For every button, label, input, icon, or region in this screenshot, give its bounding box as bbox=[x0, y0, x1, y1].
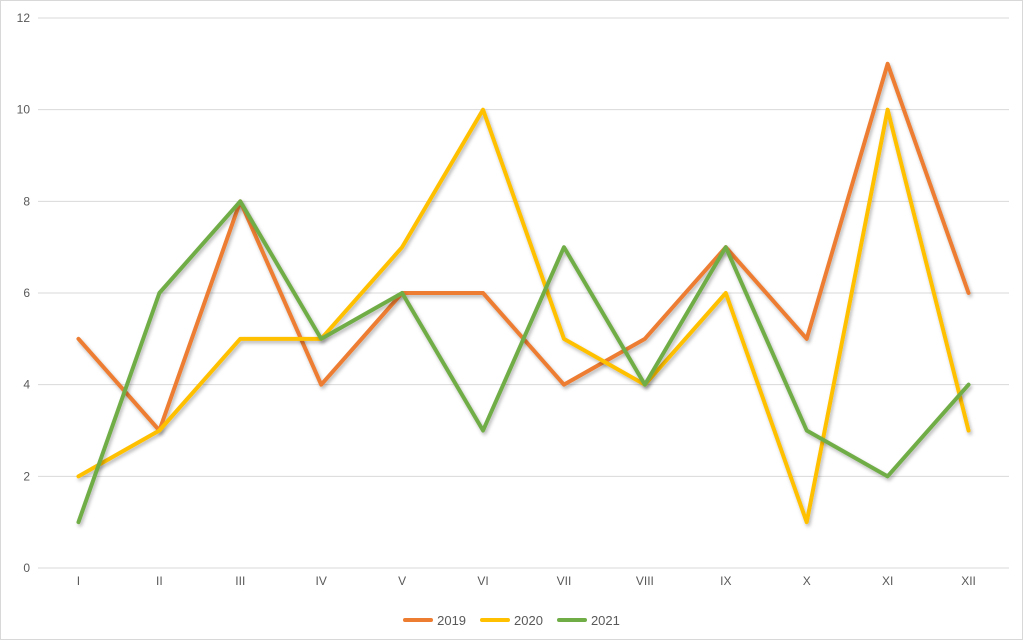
y-tick-label: 0 bbox=[23, 561, 30, 575]
x-tick-label: V bbox=[398, 574, 406, 588]
y-tick-label: 8 bbox=[23, 194, 30, 208]
legend-label: 2020 bbox=[514, 612, 543, 628]
series-lines bbox=[76, 61, 971, 525]
x-tick-label: VIII bbox=[636, 574, 654, 588]
legend-item-2020: 2020 bbox=[480, 613, 543, 628]
series-line-2021 bbox=[76, 199, 971, 525]
y-tick-label: 6 bbox=[23, 286, 30, 300]
x-tick-label: III bbox=[235, 574, 245, 588]
x-tick-label: IV bbox=[316, 574, 327, 588]
x-tick-label: I bbox=[77, 574, 80, 588]
x-tick-label: IX bbox=[720, 574, 731, 588]
legend-item-2021: 2021 bbox=[556, 612, 620, 628]
legend-label: 2021 bbox=[590, 612, 620, 628]
legend-swatch-icon bbox=[556, 618, 587, 622]
x-tick-label: X bbox=[803, 574, 811, 588]
legend-swatch-icon bbox=[403, 618, 434, 622]
y-tick-label: 2 bbox=[23, 469, 30, 483]
x-axis-tick-labels: I II III IV V VI VII VIII IX X XI XII bbox=[77, 574, 976, 588]
y-tick-label: 10 bbox=[17, 103, 31, 117]
x-tick-label: XI bbox=[882, 574, 893, 588]
y-tick-label: 4 bbox=[23, 378, 30, 392]
legend: 2019 2020 2021 bbox=[1, 607, 1022, 633]
legend-swatch-icon bbox=[480, 618, 511, 622]
x-tick-label: VII bbox=[557, 574, 572, 588]
series-line-2020 bbox=[76, 107, 971, 525]
x-tick-label: VI bbox=[477, 574, 488, 588]
x-tick-label: XII bbox=[961, 574, 976, 588]
x-tick-label: II bbox=[156, 574, 163, 588]
legend-label: 2019 bbox=[437, 612, 467, 628]
y-tick-label: 12 bbox=[17, 11, 31, 25]
legend-item-2019: 2019 bbox=[403, 613, 466, 628]
gridlines bbox=[38, 17, 1009, 569]
y-axis-tick-labels: 0 2 4 6 8 10 12 bbox=[17, 11, 31, 575]
